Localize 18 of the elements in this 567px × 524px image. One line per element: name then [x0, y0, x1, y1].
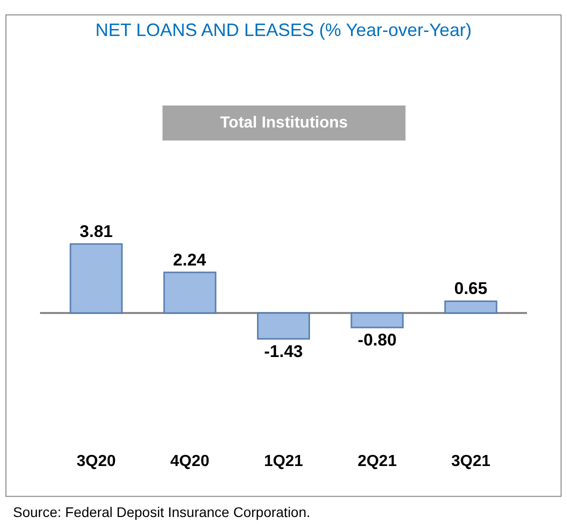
- x-tick-label: 3Q20: [76, 453, 116, 470]
- data-label: 2.24: [173, 250, 207, 270]
- source-note: Source: Federal Deposit Insurance Corporation.: [13, 504, 310, 520]
- x-tick-label: 1Q21: [264, 453, 304, 470]
- data-label: 3.81: [80, 222, 113, 241]
- data-label: -1.43: [264, 342, 303, 361]
- chart-title: NET LOANS AND LEASES (% Year-over-Year): [95, 20, 472, 40]
- x-tick-label: 2Q21: [358, 453, 397, 470]
- chart-subtitle: Total Institutions: [220, 114, 348, 132]
- x-tick-label: 4Q20: [170, 453, 210, 470]
- x-tick-label: 3Q21: [451, 453, 490, 470]
- bar: [70, 243, 123, 314]
- bar: [350, 312, 404, 328]
- bar: [444, 300, 498, 314]
- bar: [163, 272, 216, 314]
- data-label: 0.65: [454, 279, 488, 298]
- bar: [257, 312, 310, 340]
- data-label: -0.80: [358, 330, 397, 350]
